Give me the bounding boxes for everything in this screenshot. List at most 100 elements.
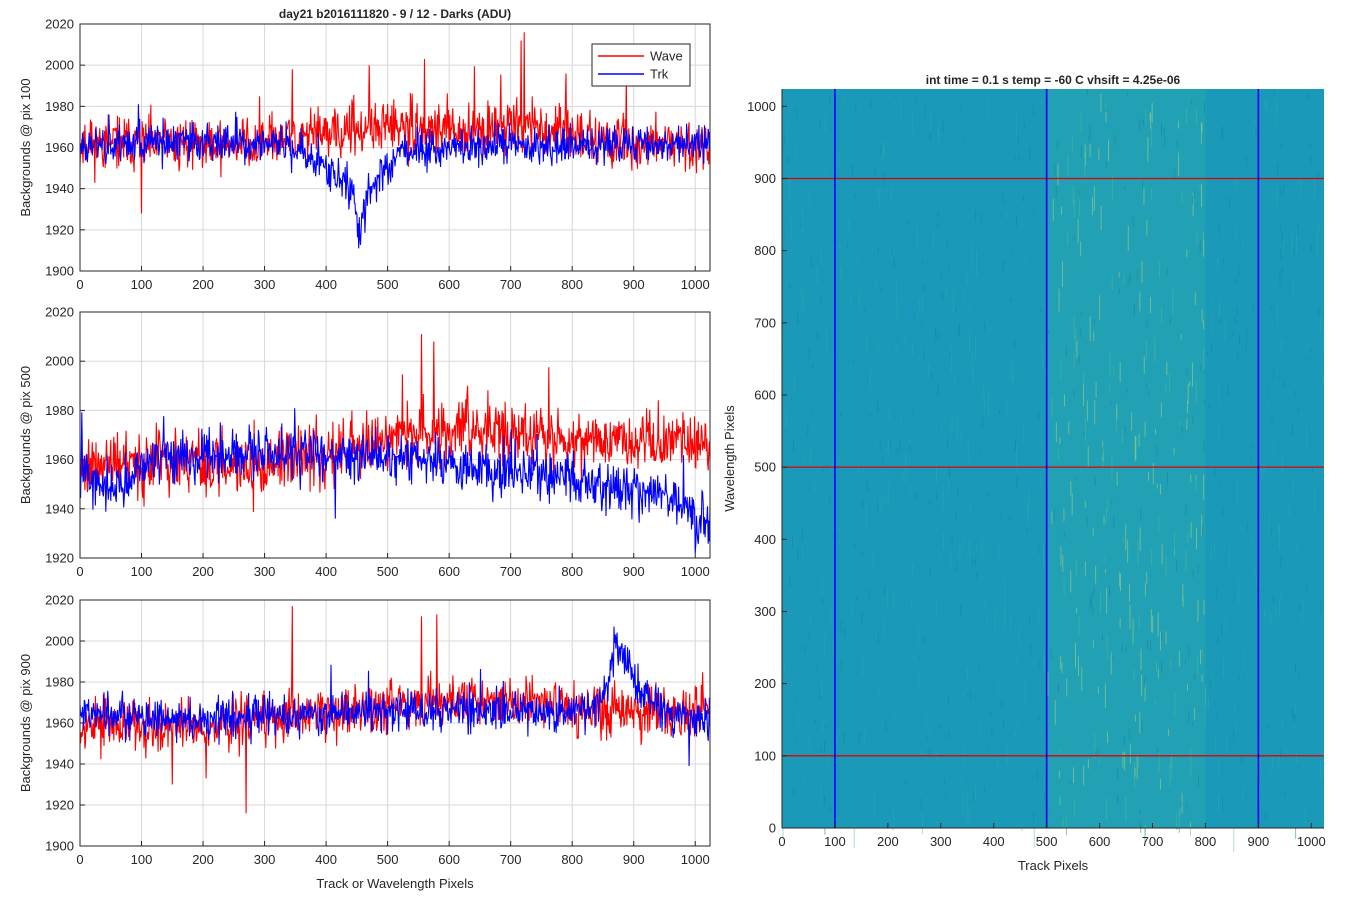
x-tick-label: 600 bbox=[438, 852, 460, 867]
heatmap-streak bbox=[879, 189, 881, 211]
heatmap-speckle bbox=[797, 313, 799, 325]
heatmap-speckle bbox=[972, 557, 974, 567]
heatmap-streak bbox=[979, 717, 981, 738]
heatmap-speckle bbox=[814, 718, 816, 723]
heatmap-speckle bbox=[1232, 331, 1234, 338]
heatmap-streak bbox=[959, 543, 961, 559]
heatmap-streak bbox=[950, 352, 952, 372]
heatmap-streak bbox=[1059, 796, 1061, 805]
heatmap-streak bbox=[1103, 557, 1105, 563]
heatmap-speckle bbox=[862, 497, 864, 509]
heatmap-speckle bbox=[942, 293, 944, 301]
heatmap-streak bbox=[1210, 293, 1212, 301]
heatmap-speckle bbox=[1033, 105, 1034, 117]
heatmap-speckle bbox=[1055, 185, 1057, 199]
heatmap-speckle bbox=[1002, 260, 1004, 272]
x-tick-label: 700 bbox=[1142, 834, 1164, 849]
heatmap-streak bbox=[1097, 686, 1099, 695]
x-tick-label: 0 bbox=[778, 834, 785, 849]
heatmap-speckle bbox=[1282, 379, 1284, 389]
heatmap-speckle bbox=[830, 808, 832, 812]
heatmap-speckle bbox=[1293, 246, 1295, 257]
heatmap-speckle bbox=[1101, 446, 1103, 458]
heatmap-streak bbox=[1205, 701, 1207, 727]
heatmap-speckle bbox=[1229, 197, 1230, 210]
heatmap-speckle bbox=[929, 748, 931, 756]
heatmap-streak bbox=[1085, 419, 1086, 442]
heatmap-streak bbox=[1242, 788, 1244, 802]
heatmap-streak bbox=[1313, 347, 1315, 358]
heatmap-speckle bbox=[1014, 154, 1016, 161]
heatmap-streak bbox=[942, 488, 944, 515]
heatmap-speckle bbox=[793, 438, 794, 452]
heatmap-streak bbox=[912, 343, 913, 355]
heatmap-speckle bbox=[1192, 195, 1194, 205]
y-tick-label: 1940 bbox=[45, 501, 74, 516]
heatmap-streak bbox=[943, 533, 944, 549]
heatmap-speckle bbox=[1073, 234, 1075, 241]
heatmap-streak bbox=[1061, 662, 1063, 673]
heatmap-streak bbox=[837, 154, 839, 165]
heatmap-speckle bbox=[855, 102, 857, 110]
heatmap-streak bbox=[1127, 539, 1129, 563]
x-tick-label: 900 bbox=[623, 277, 645, 292]
heatmap-streak bbox=[1291, 229, 1293, 255]
heatmap-speckle bbox=[1132, 216, 1134, 227]
heatmap-speckle bbox=[991, 727, 993, 737]
heatmap-streak bbox=[971, 244, 973, 269]
y-tick-label: 1920 bbox=[45, 551, 74, 566]
heatmap-speckle bbox=[1003, 719, 1004, 728]
heatmap-streak bbox=[1203, 347, 1204, 370]
heatmap-streak bbox=[1166, 362, 1168, 376]
heatmap-streak bbox=[1105, 569, 1106, 574]
heatmap-speckle bbox=[1222, 126, 1224, 139]
heatmap-streak bbox=[1083, 384, 1084, 406]
heatmap-streak bbox=[866, 335, 868, 355]
heatmap-streak bbox=[1269, 767, 1271, 775]
heatmap-speckle bbox=[923, 637, 925, 645]
heatmap-streak bbox=[877, 346, 879, 356]
heatmap-streak bbox=[1155, 429, 1156, 434]
heatmap-streak bbox=[983, 394, 985, 411]
heatmap-speckle bbox=[922, 260, 923, 264]
heatmap-streak bbox=[929, 726, 931, 736]
heatmap-streak bbox=[1322, 372, 1324, 385]
heatmap-speckle bbox=[1233, 729, 1235, 742]
heatmap-speckle bbox=[1234, 317, 1236, 324]
heatmap-streak bbox=[1158, 516, 1160, 531]
heatmap-streak bbox=[1027, 503, 1028, 527]
heatmap-speckle bbox=[1191, 98, 1193, 105]
heatmap-speckle bbox=[820, 748, 822, 753]
heatmap-speckle bbox=[789, 576, 791, 587]
heatmap-streak bbox=[936, 463, 937, 483]
heatmap-speckle bbox=[1312, 467, 1313, 472]
heatmap-streak bbox=[957, 416, 958, 441]
heatmap-speckle bbox=[908, 221, 909, 225]
heatmap-speckle bbox=[1121, 643, 1123, 652]
x-axis-label: Track or Wavelength Pixels bbox=[316, 876, 474, 891]
heatmap-speckle bbox=[1215, 588, 1217, 598]
heatmap-streak bbox=[999, 546, 1001, 559]
heatmap-speckle bbox=[861, 611, 863, 624]
heatmap-streak bbox=[1105, 112, 1107, 122]
heatmap-streak bbox=[1018, 626, 1020, 646]
heatmap-streak bbox=[1106, 587, 1108, 614]
heatmap-speckle bbox=[836, 238, 838, 245]
heatmap-streak bbox=[1017, 721, 1019, 730]
x-tick-label: 500 bbox=[377, 564, 399, 579]
heatmap-speckle bbox=[1197, 564, 1199, 575]
heatmap-speckle bbox=[868, 589, 870, 600]
heatmap-speckle bbox=[1219, 318, 1221, 325]
heatmap-speckle bbox=[1092, 603, 1094, 615]
heatmap-streak bbox=[1073, 316, 1075, 341]
heatmap-speckle bbox=[1267, 724, 1269, 728]
heatmap-speckle bbox=[915, 97, 917, 104]
heatmap-speckle bbox=[1297, 222, 1299, 236]
heatmap-streak bbox=[822, 719, 823, 732]
heatmap-streak bbox=[1106, 798, 1107, 821]
legend-box bbox=[591, 43, 691, 87]
heatmap-streak bbox=[1229, 547, 1230, 570]
heatmap-speckle bbox=[1279, 274, 1281, 286]
heatmap-speckle bbox=[822, 597, 824, 606]
heatmap-streak bbox=[1308, 342, 1310, 348]
